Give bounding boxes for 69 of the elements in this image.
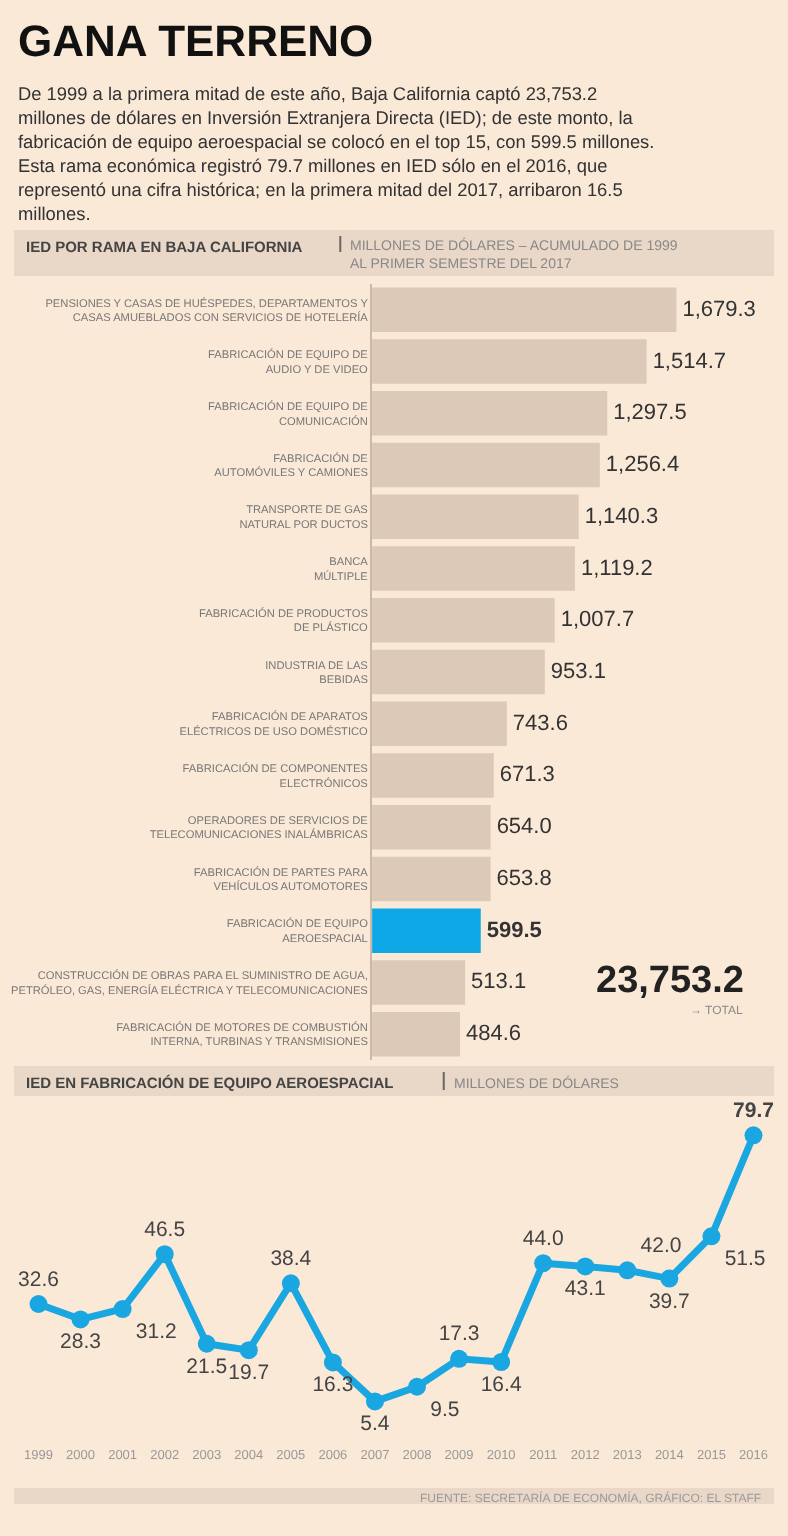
point <box>618 1261 637 1280</box>
data-label: 38.4 <box>270 1246 312 1271</box>
bar <box>372 287 677 333</box>
data-label: 1,514.7 <box>652 349 727 374</box>
text: GANA TERRENO <box>18 16 374 66</box>
data-label: 21.5 <box>186 1354 228 1379</box>
data-label: 31.2 <box>135 1320 178 1345</box>
bar <box>372 960 466 1005</box>
point <box>29 1295 48 1313</box>
data-label: 599.5 <box>486 918 542 943</box>
data-label: 1,297.5 <box>613 401 687 426</box>
data-label: 43.1 <box>564 1277 607 1302</box>
point <box>534 1254 553 1273</box>
text: De 1999 a la primera mitad de este año, Baja California captó 23,753.2 millones de dólares en Inversión Extranjera Directa (IED); de este monto, la fabricación de equipo aeroespacial se colocó en el top 15, con 599.5 millones. Esta rama económica registró 79.7 millones en IED sólo en el 2016, que representó una cifra histórica; en la primera mitad del 2017, arribaron 16.5 millones. <box>18 84 655 224</box>
data-label: 1,140.3 <box>584 504 659 529</box>
point <box>239 1341 258 1360</box>
bar <box>372 804 491 850</box>
data-label: 42.0 <box>640 1233 682 1258</box>
point <box>113 1300 132 1319</box>
bar <box>372 753 494 798</box>
annotation: 23,753.2 <box>596 960 744 1002</box>
data-label: 79.7 <box>733 1098 775 1123</box>
data-label: 16.4 <box>480 1373 522 1398</box>
data-label: 953.1 <box>550 660 606 684</box>
point <box>450 1349 469 1368</box>
data-label: 39.7 <box>648 1289 691 1314</box>
point <box>365 1392 384 1411</box>
data-label: 46.5 <box>144 1217 186 1242</box>
point <box>408 1377 427 1396</box>
data-label: 5.4 <box>360 1412 390 1437</box>
data-label: 654.0 <box>496 815 552 840</box>
bar <box>372 494 579 540</box>
data-label: 671.3 <box>499 763 555 788</box>
data-label: 484.6 <box>465 1022 521 1047</box>
bar <box>372 856 491 902</box>
point <box>155 1245 174 1264</box>
data-label: 1,679.3 <box>682 297 756 322</box>
bar <box>372 908 481 953</box>
data-label: 19.7 <box>228 1361 270 1386</box>
point <box>492 1353 511 1372</box>
bar <box>372 701 507 746</box>
point <box>660 1269 679 1288</box>
data-label: 513.1 <box>471 970 527 995</box>
point <box>702 1227 721 1246</box>
point <box>281 1274 300 1293</box>
data-label: 1,119.2 <box>580 556 653 581</box>
data-label: 44.0 <box>522 1226 564 1251</box>
data-label: 1,007.7 <box>560 608 635 633</box>
data-label: 16.3 <box>312 1373 354 1398</box>
data-label: 17.3 <box>438 1322 480 1347</box>
data-label: 743.6 <box>512 711 568 736</box>
data-label: 1,256.4 <box>605 453 680 478</box>
data-label: 32.6 <box>18 1267 60 1292</box>
data-label: 653.8 <box>496 866 552 891</box>
bar <box>372 339 647 384</box>
data-label: 9.5 <box>430 1397 460 1422</box>
point <box>197 1334 216 1353</box>
bar <box>372 1011 460 1057</box>
data-label: 51.5 <box>724 1247 766 1272</box>
point <box>744 1126 763 1145</box>
bar <box>372 649 545 695</box>
bar <box>372 598 555 643</box>
data-label: 28.3 <box>60 1330 102 1355</box>
point <box>576 1257 595 1276</box>
bar <box>372 546 575 591</box>
point <box>323 1353 342 1372</box>
bar <box>372 391 608 436</box>
point <box>71 1310 90 1329</box>
bar <box>372 442 600 488</box>
